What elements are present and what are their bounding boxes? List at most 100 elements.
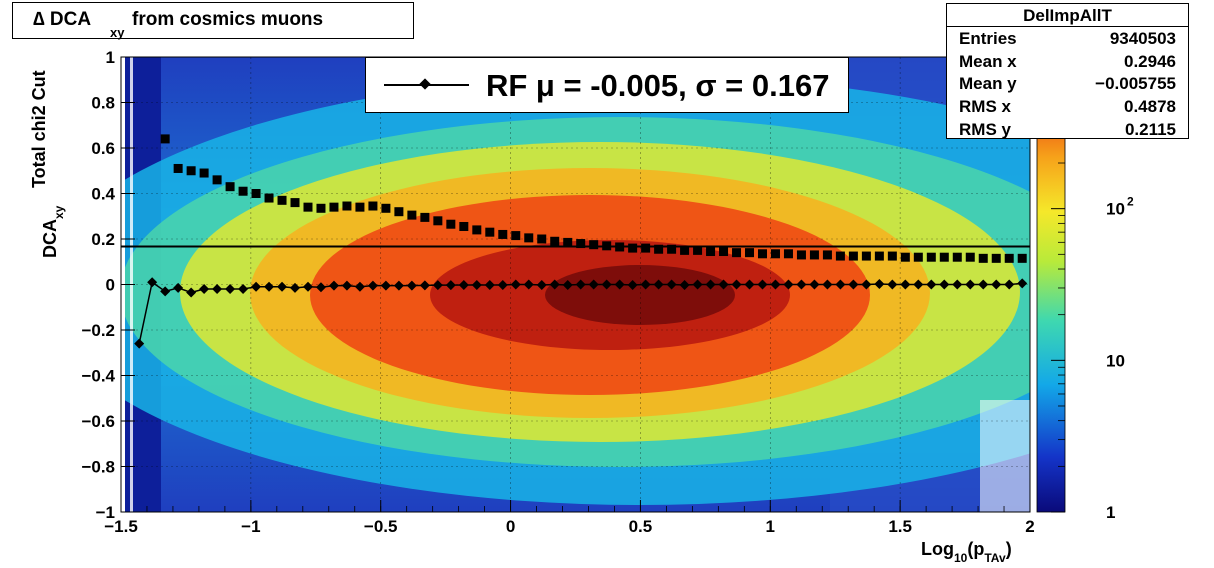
sigma-point [991,253,1001,263]
mean-point [147,277,158,288]
mean-point [692,279,703,290]
mean-point [913,279,924,290]
y-tick-label: 0.4 [91,185,115,204]
mean-point [354,281,365,292]
title-prefix: ∆ DCA [33,9,92,30]
stats-value: 0.2946 [1124,51,1176,71]
sigma-point [615,242,625,252]
sigma-point [524,233,534,243]
sigma-point [628,243,638,253]
mean-point [458,279,469,290]
sigma-point [952,252,962,262]
mean-point [848,279,859,290]
mean-point [1004,279,1015,290]
mean-point [653,279,664,290]
sigma-point [459,221,469,231]
sigma-point [1017,253,1027,263]
mean-point [523,279,534,290]
mean-point [874,279,885,290]
stats-value: 9340503 [1109,29,1176,48]
sigma-point [277,195,287,205]
sigma-point [1004,253,1014,263]
stats-row: RMS x 0.4878 [947,95,1188,118]
mean-point [328,280,339,291]
sigma-point [316,203,326,213]
sigma-point [160,134,170,144]
mean-point [497,279,508,290]
mean-point [173,282,184,293]
y-axis: −1 −0.8 −0.6 −0.4 −0.2 0 0.2 0.4 0.6 0.8 1 [81,48,135,522]
stats-value: 0.2115 [1124,119,1176,139]
sigma-point [835,251,845,261]
mean-point [627,279,638,290]
mean-point [640,279,651,290]
sigma-point [329,202,339,212]
mean-point [887,279,898,290]
sigma-point [913,252,923,262]
mean-point [549,279,560,290]
x-axis-label: Log10(pTAv) [921,539,1012,565]
mean-point [952,279,963,290]
sigma-point [796,250,806,260]
sigma-point [667,244,677,254]
sigma-point [848,251,858,261]
sigma-point [212,175,222,185]
sigma-point [407,210,417,220]
stats-key: Mean y [959,74,1017,94]
sigma-point [563,237,573,247]
sigma-point [783,249,793,259]
sigma-point [511,231,521,241]
legend: RF μ = -0.005, σ = 0.167 [365,57,849,113]
y-tick-label: 0 [106,276,115,295]
y-axis-label-sub: xy [52,205,66,219]
mean-point [900,279,911,290]
mean-point [575,279,586,290]
mean-point [666,279,677,290]
mean-point [510,279,521,290]
sigma-point [394,207,404,217]
sigma-series [160,134,1027,263]
mean-point [484,279,495,290]
mean-point [965,279,976,290]
sigma-point [355,202,365,212]
stats-key: Mean x [959,51,1017,71]
x-tick-label: −1 [241,517,260,536]
mean-point [225,284,236,295]
z-tick-label: 10 [1106,200,1125,219]
sigma-point [978,253,988,263]
x-tick-label: 1.5 [888,517,912,536]
mean-point [160,286,171,297]
mean-point [614,279,625,290]
mean-point [822,279,833,290]
x-tick-label: −1.5 [104,517,138,536]
sigma-point [926,252,936,262]
stats-row: Mean x 0.2946 [947,50,1188,73]
x-axis-label-mid: (p [967,539,985,559]
x-axis-label-main: Log [921,539,954,559]
mean-point [302,281,313,292]
sigma-point [757,249,767,259]
sigma-point [809,250,819,260]
sigma-point [290,198,300,208]
sigma-point [732,248,742,258]
mean-point [315,282,326,293]
sigma-point [368,201,378,211]
legend-text: RF μ = -0.005, σ = 0.167 [486,68,830,103]
x-tick-label: 2 [1025,517,1034,536]
sigma-point [433,216,443,226]
mean-point [212,284,223,295]
x-axis-label-sub2: TAv [984,551,1006,565]
mean-point [264,281,275,292]
legend-marker-icon [419,78,431,90]
sigma-point [550,236,560,246]
mean-point [679,279,690,290]
sigma-point [342,201,352,211]
sigma-point [939,252,949,262]
mean-point [939,279,950,290]
sigma-point [602,241,612,251]
mean-point [809,279,820,290]
mean-point [770,279,781,290]
stats-value: 0.4878 [1124,97,1176,117]
mean-point [835,279,846,290]
